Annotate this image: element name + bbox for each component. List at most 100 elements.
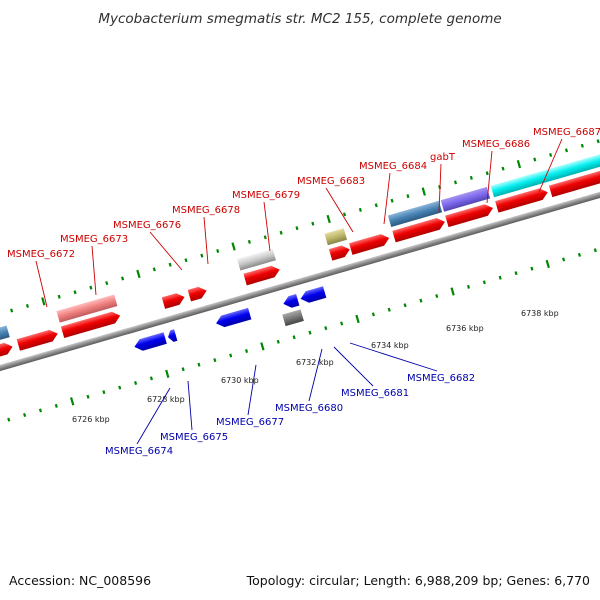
gene-label[interactable]: MSMEG_6673	[60, 234, 128, 245]
tick-mark	[57, 294, 61, 299]
tick-mark	[342, 212, 347, 217]
gene-feature[interactable]	[214, 307, 252, 329]
gene-label[interactable]: MSMEG_6679	[232, 190, 300, 201]
tick-mark	[279, 230, 283, 235]
tick-mark	[485, 171, 489, 176]
gene-label[interactable]: MSMEG_6672	[7, 249, 75, 260]
gene-feature[interactable]	[16, 328, 60, 351]
tick-mark	[596, 139, 600, 144]
gene-feature[interactable]	[548, 168, 600, 198]
tick-mark	[276, 339, 280, 344]
accession-text: Accession: NC_008596	[9, 573, 152, 588]
gene-feature[interactable]	[324, 228, 348, 246]
tick-mark	[501, 166, 505, 171]
gene-label[interactable]: MSMEG_6680	[275, 403, 343, 414]
tick-mark	[308, 330, 312, 335]
tick-mark	[216, 249, 220, 254]
tick-mark	[450, 287, 455, 296]
gene-feature[interactable]	[299, 286, 327, 304]
tick-mark	[41, 297, 46, 306]
tick-mark	[482, 280, 486, 285]
gene-label[interactable]: MSMEG_6686	[462, 139, 530, 150]
tick-mark	[136, 269, 141, 279]
gene-feature[interactable]	[166, 329, 178, 343]
gene-feature[interactable]	[237, 248, 276, 271]
tick-mark	[593, 248, 597, 253]
tick-mark	[453, 180, 458, 185]
tick-mark	[580, 143, 584, 148]
tick-mark	[149, 376, 153, 381]
gene-feature[interactable]	[243, 264, 281, 286]
genome-summary-text: Topology: circular; Length: 6,988,209 bp…	[246, 573, 590, 588]
gene-label[interactable]: MSMEG_6677	[216, 417, 284, 428]
tick-mark	[184, 258, 188, 263]
tick-mark	[105, 281, 109, 286]
gene-feature[interactable]	[490, 153, 600, 198]
tick-mark	[229, 353, 233, 358]
gene-feature[interactable]	[445, 202, 494, 228]
tick-mark	[466, 284, 471, 289]
tick-mark	[168, 262, 172, 267]
gene-label[interactable]: MSMEG_6675	[160, 432, 228, 443]
tick-mark	[514, 271, 518, 276]
tick-mark	[231, 242, 236, 251]
gene-feature[interactable]	[392, 216, 446, 243]
tick-mark	[530, 266, 534, 271]
label-leaders	[35, 138, 563, 445]
scale-label: 6728 kbp	[147, 395, 185, 404]
label-leader-line	[308, 348, 323, 402]
tick-mark	[121, 276, 125, 281]
label-leader-line	[187, 380, 193, 431]
gene-label[interactable]: gabT	[430, 152, 456, 163]
gene-feature[interactable]	[56, 294, 118, 323]
gene-feature[interactable]	[349, 232, 391, 255]
gene-feature[interactable]	[0, 341, 14, 363]
tick-mark	[25, 303, 30, 308]
gene-label[interactable]: MSMEG_6682	[407, 373, 475, 384]
tick-mark	[545, 259, 550, 269]
tick-mark	[340, 321, 344, 326]
tick-mark	[54, 403, 58, 408]
gene-label[interactable]: MSMEG_6684	[359, 161, 427, 172]
tick-mark	[562, 257, 566, 262]
tick-mark	[419, 298, 423, 303]
gene-feature[interactable]	[328, 244, 352, 261]
scale-label: 6736 kbp	[446, 324, 484, 333]
tick-mark	[355, 314, 360, 324]
tick-mark	[118, 385, 122, 390]
tick-mark	[564, 148, 569, 153]
tick-mark	[403, 303, 407, 308]
scale-labels: 6726 kbp 6728 kbp 6730 kbp 6732 kbp 6734 kbp…	[72, 309, 559, 424]
tick-mark	[498, 275, 502, 280]
gene-feature[interactable]	[133, 332, 167, 352]
label-leader-line	[136, 387, 171, 445]
gene-feature[interactable]	[387, 200, 443, 227]
tick-mark	[7, 417, 11, 422]
gene-feature[interactable]	[495, 186, 549, 213]
gene-label[interactable]: MSMEG_6676	[113, 220, 181, 231]
label-leader-line	[333, 346, 374, 387]
gene-label[interactable]: MSMEG_6681	[341, 388, 409, 399]
gene-feature[interactable]	[187, 285, 209, 302]
scale-label: 6732 kbp	[296, 358, 334, 367]
tick-mark	[295, 226, 299, 231]
tick-mark	[69, 397, 75, 406]
gene-feature[interactable]	[282, 293, 300, 310]
gene-feature[interactable]	[282, 309, 304, 327]
gene-label[interactable]: MSMEG_6674	[105, 446, 173, 457]
gene-feature[interactable]	[440, 186, 491, 212]
tick-mark	[23, 413, 27, 418]
gene-label[interactable]: MSMEG_6683	[297, 176, 365, 187]
tick-mark	[213, 358, 217, 363]
tick-mark	[326, 214, 331, 224]
gene-label[interactable]: MSMEG_6687	[533, 127, 600, 138]
tick-mark	[549, 152, 553, 157]
label-leader-line	[438, 163, 442, 213]
tick-mark	[86, 394, 90, 399]
gene-feature[interactable]	[161, 291, 186, 309]
tick-mark	[165, 369, 170, 378]
gene-label[interactable]: MSMEG_6678	[172, 205, 240, 216]
label-leader-line	[325, 187, 354, 233]
gene-feature[interactable]	[60, 310, 122, 339]
